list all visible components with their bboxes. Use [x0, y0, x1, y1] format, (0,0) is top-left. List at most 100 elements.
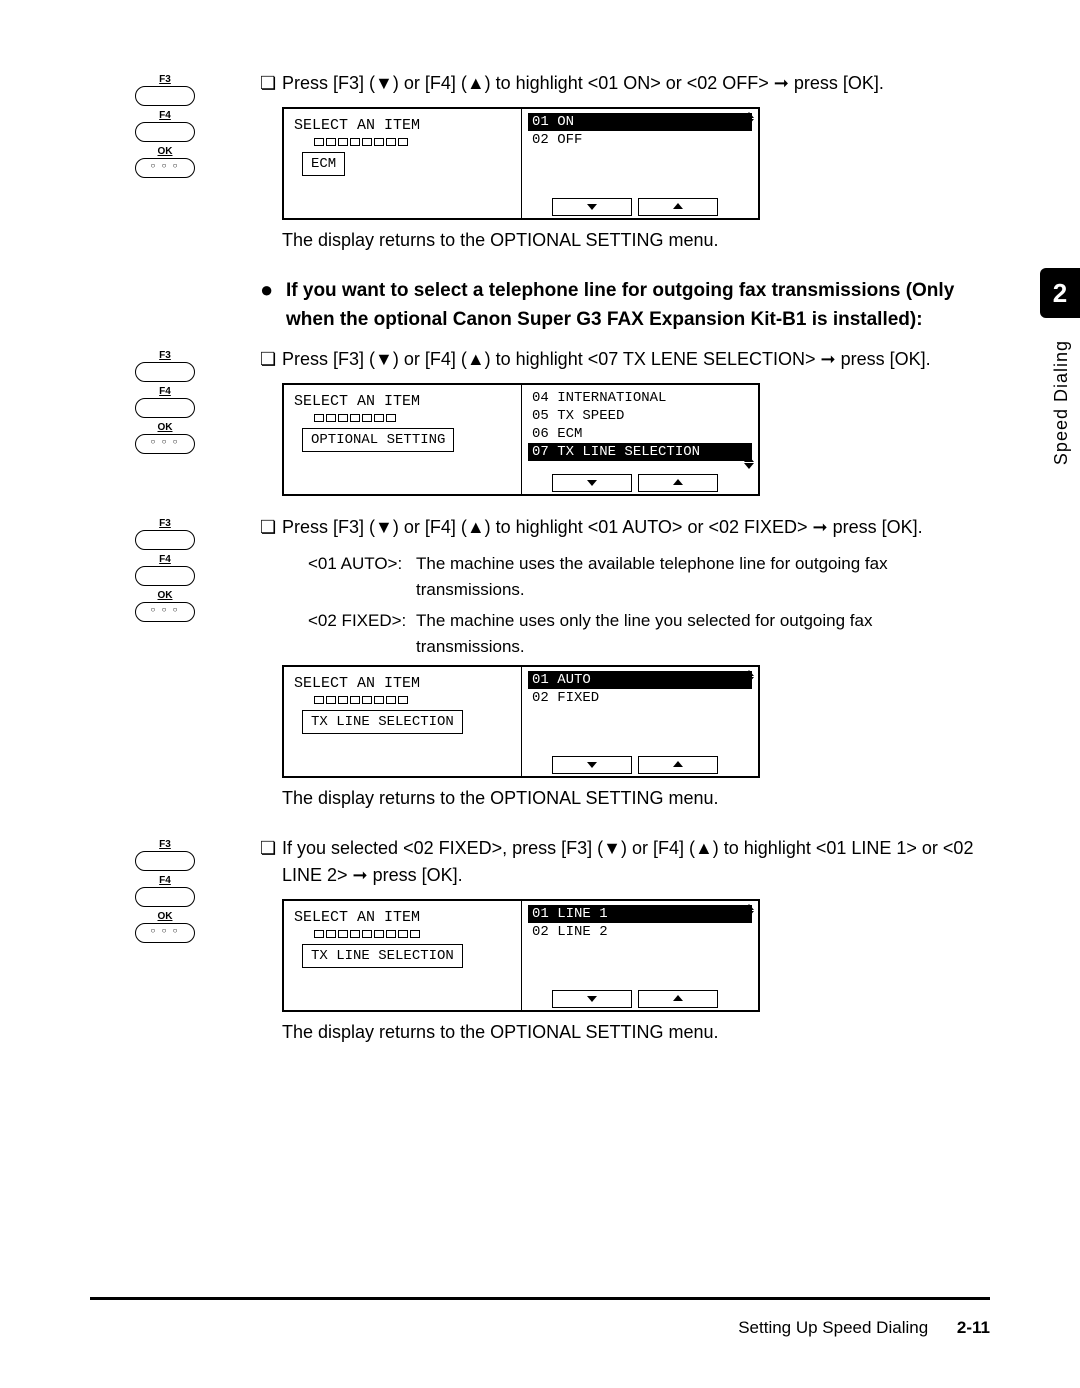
f4-button[interactable] [135, 122, 195, 142]
nav-down-button[interactable] [552, 198, 632, 216]
f3-label: F3 [90, 350, 240, 361]
bullet-icon: ● [260, 277, 286, 334]
f3-button[interactable] [135, 362, 195, 382]
f4-button[interactable] [135, 398, 195, 418]
instruction-4: ❏ If you selected <02 FIXED>, press [F3]… [260, 835, 990, 889]
ok-label: OK [90, 422, 240, 433]
page: F3 F4 OK ○ ○ ○ ❏ Press [F3] (▼) or [F4] … [0, 0, 1080, 1388]
lcd-2-title: SELECT AN ITEM [294, 393, 511, 410]
desc-auto: <01 AUTO>:The machine uses the available… [308, 551, 990, 602]
section-4: F3 F4 OK○ ○ ○ ❏ If you selected <02 FIXE… [90, 835, 990, 1061]
return-4: The display returns to the OPTIONAL SETT… [282, 1022, 990, 1043]
section-1: F3 F4 OK ○ ○ ○ ❏ Press [F3] (▼) or [F4] … [90, 70, 990, 269]
lcd-1-title: SELECT AN ITEM [294, 117, 511, 134]
instruction-4-text: If you selected <02 FIXED>, press [F3] (… [282, 835, 990, 889]
instruction-2-text: Press [F3] (▼) or [F4] (▲) to highlight … [282, 346, 990, 373]
spinner-icon [744, 111, 756, 126]
key-icons-1: F3 F4 OK ○ ○ ○ [90, 70, 240, 182]
spinner-icon [744, 669, 756, 684]
ok-button[interactable]: ○ ○ ○ [135, 434, 195, 454]
lcd-4-opt-1: 02 LINE 2 [528, 923, 752, 941]
f3-label: F3 [90, 74, 240, 85]
f4-button[interactable] [135, 566, 195, 586]
nav-up-button[interactable] [638, 198, 718, 216]
chapter-label: Speed Dialing [1051, 340, 1072, 465]
nav-up-button[interactable] [638, 990, 718, 1008]
f3-button[interactable] [135, 530, 195, 550]
instruction-3: ❏ Press [F3] (▼) or [F4] (▲) to highligh… [260, 514, 990, 541]
f4-label: F4 [90, 875, 240, 886]
lcd-3-opt-1: 02 FIXED [528, 689, 752, 707]
chapter-number: 2 [1053, 278, 1067, 309]
lcd-2-opt-0: 04 INTERNATIONAL [528, 389, 752, 407]
nav-down-button[interactable] [552, 990, 632, 1008]
ok-button[interactable]: ○ ○ ○ [135, 158, 195, 178]
key-icons-2: F3 F4 OK○ ○ ○ [90, 346, 240, 458]
lcd-1: SELECT AN ITEM ECM 01 ON 02 OFF [282, 107, 760, 220]
ok-label: OK [90, 911, 240, 922]
f3-button[interactable] [135, 851, 195, 871]
ok-label: OK [90, 590, 240, 601]
f4-label: F4 [90, 110, 240, 121]
lcd-1-opt-1: 02 OFF [528, 131, 752, 149]
f4-label: F4 [90, 554, 240, 565]
spinner-icon [744, 903, 756, 918]
desc-fixed-text: The machine uses only the line you selec… [416, 608, 976, 659]
f3-button[interactable] [135, 86, 195, 106]
page-number: 2-11 [957, 1318, 990, 1337]
checkbox-icon: ❏ [260, 70, 282, 97]
lcd-1-boxes [314, 138, 511, 146]
section-4-body: ❏ If you selected <02 FIXED>, press [F3]… [240, 835, 990, 1061]
return-1: The display returns to the OPTIONAL SETT… [282, 230, 990, 251]
checkbox-icon: ❏ [260, 835, 282, 889]
desc-auto-label: <01 AUTO>: [308, 551, 416, 577]
f4-button[interactable] [135, 887, 195, 907]
checkbox-icon: ❏ [260, 346, 282, 373]
lcd-1-opt-0: 01 ON [528, 113, 752, 131]
section-1-body: ❏ Press [F3] (▼) or [F4] (▲) to highligh… [240, 70, 990, 269]
key-icons-3: F3 F4 OK○ ○ ○ [90, 514, 240, 626]
footer: Setting Up Speed Dialing 2-11 [90, 1297, 990, 1338]
lcd-2-opt-1: 05 TX SPEED [528, 407, 752, 425]
desc-fixed: <02 FIXED>:The machine uses only the lin… [308, 608, 990, 659]
lcd-4-context: TX LINE SELECTION [302, 944, 463, 968]
instruction-2: ❏ Press [F3] (▼) or [F4] (▲) to highligh… [260, 346, 990, 373]
key-icons-4: F3 F4 OK○ ○ ○ [90, 835, 240, 947]
chapter-tab: 2 [1040, 268, 1080, 318]
f3-label: F3 [90, 518, 240, 529]
lcd-2-opt-2: 06 ECM [528, 425, 752, 443]
lcd-2-boxes [314, 414, 511, 422]
nav-down-button[interactable] [552, 474, 632, 492]
desc-auto-text: The machine uses the available telephone… [416, 551, 976, 602]
section-3-body: ❏ Press [F3] (▼) or [F4] (▲) to highligh… [240, 514, 990, 827]
return-3: The display returns to the OPTIONAL SETT… [282, 788, 990, 809]
instruction-3-text: Press [F3] (▼) or [F4] (▲) to highlight … [282, 514, 990, 541]
ok-label: OK [90, 146, 240, 157]
footer-text: Setting Up Speed Dialing [738, 1318, 928, 1337]
lcd-2: SELECT AN ITEM OPTIONAL SETTING 04 INTER… [282, 383, 760, 496]
nav-up-button[interactable] [638, 474, 718, 492]
bullet-text: If you want to select a telephone line f… [286, 277, 990, 334]
lcd-4-title: SELECT AN ITEM [294, 909, 511, 926]
nav-up-button[interactable] [638, 756, 718, 774]
ok-button[interactable]: ○ ○ ○ [135, 602, 195, 622]
f3-label: F3 [90, 839, 240, 850]
lcd-3-title: SELECT AN ITEM [294, 675, 511, 692]
desc-fixed-label: <02 FIXED>: [308, 608, 416, 634]
nav-down-button[interactable] [552, 756, 632, 774]
ok-button[interactable]: ○ ○ ○ [135, 923, 195, 943]
lcd-2-opt-3: 07 TX LINE SELECTION [528, 443, 752, 461]
section-2: F3 F4 OK○ ○ ○ ❏ Press [F3] (▼) or [F4] (… [90, 346, 990, 506]
spinner-icon [744, 455, 756, 470]
lcd-4-opt-0: 01 LINE 1 [528, 905, 752, 923]
f4-label: F4 [90, 386, 240, 397]
lcd-2-context: OPTIONAL SETTING [302, 428, 454, 452]
instruction-1: ❏ Press [F3] (▼) or [F4] (▲) to highligh… [260, 70, 990, 97]
section-2-body: ❏ Press [F3] (▼) or [F4] (▲) to highligh… [240, 346, 990, 506]
bullet-section: ● If you want to select a telephone line… [90, 277, 990, 334]
lcd-1-context: ECM [302, 152, 345, 176]
instruction-1-text: Press [F3] (▼) or [F4] (▲) to highlight … [282, 70, 990, 97]
lcd-3: SELECT AN ITEM TX LINE SELECTION 01 AUTO… [282, 665, 760, 778]
lcd-4: SELECT AN ITEM TX LINE SELECTION 01 LINE… [282, 899, 760, 1012]
lcd-3-boxes [314, 696, 511, 704]
